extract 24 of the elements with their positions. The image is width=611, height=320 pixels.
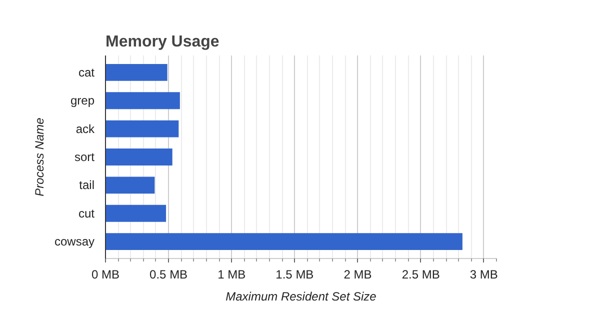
x-tick-label: 0.5 MB — [150, 268, 188, 282]
bar — [106, 64, 168, 81]
y-tick-label: cut — [78, 206, 96, 220]
bar — [106, 233, 462, 250]
bar — [106, 120, 179, 138]
y-tick-label: tail — [79, 178, 95, 192]
x-tick-label: 1 MB — [218, 268, 246, 282]
y-tick-label: cat — [78, 65, 96, 80]
bar — [106, 176, 155, 194]
y-tick-label: sort — [74, 150, 96, 164]
bar — [106, 148, 172, 166]
y-tick-label: grep — [70, 94, 95, 108]
chart-title: Memory Usage — [106, 34, 220, 50]
x-axis-title: Maximum Resident Set Size — [226, 290, 377, 304]
bar — [106, 92, 180, 110]
x-tick-label: 0 MB — [91, 268, 120, 282]
x-tick-label: 2.5 MB — [402, 268, 440, 282]
y-tick-label: ack — [76, 122, 96, 136]
bar — [106, 204, 166, 222]
y-tick-label: cowsay — [54, 234, 94, 249]
x-tick-label: 1.5 MB — [276, 268, 314, 282]
x-tick-label: 2 MB — [344, 268, 372, 282]
y-axis-title: Process Name — [32, 117, 46, 196]
x-tick-label: 3 MB — [470, 268, 498, 282]
